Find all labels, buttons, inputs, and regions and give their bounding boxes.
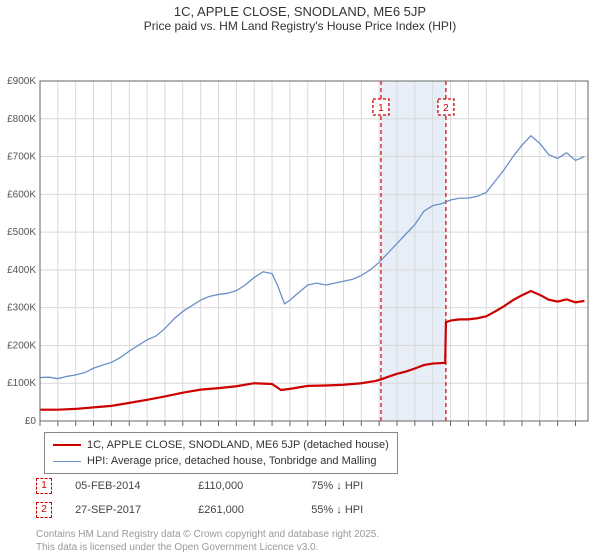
svg-text:£100K: £100K [7, 378, 36, 389]
sale-row-1: 1 05-FEB-2014 £110,000 75% ↓ HPI [36, 478, 431, 494]
sale-price-1: £110,000 [198, 480, 308, 492]
sale-price-2: £261,000 [198, 504, 308, 516]
svg-text:£300K: £300K [7, 303, 36, 314]
house-price-chart: { "title": "1C, APPLE CLOSE, SNODLAND, M… [0, 0, 600, 560]
svg-text:£600K: £600K [7, 189, 36, 200]
legend-label: 1C, APPLE CLOSE, SNODLAND, ME6 5JP (deta… [87, 439, 389, 451]
legend-label: HPI: Average price, detached house, Tonb… [87, 455, 376, 467]
chart-title: 1C, APPLE CLOSE, SNODLAND, ME6 5JP [0, 0, 600, 19]
svg-text:£800K: £800K [7, 114, 36, 125]
legend-swatch [53, 444, 81, 446]
svg-text:£200K: £200K [7, 340, 36, 351]
svg-text:£400K: £400K [7, 265, 36, 276]
sale-marker-2: 2 [36, 502, 52, 518]
svg-text:£700K: £700K [7, 152, 36, 163]
footer-line-2: This data is licensed under the Open Gov… [36, 541, 379, 554]
svg-text:£900K: £900K [7, 76, 36, 87]
legend-swatch [53, 461, 81, 462]
sale-marker-1: 1 [36, 478, 52, 494]
sale-delta-2: 55% ↓ HPI [311, 504, 431, 516]
svg-text:£500K: £500K [7, 227, 36, 238]
svg-text:2: 2 [443, 103, 449, 114]
legend: 1C, APPLE CLOSE, SNODLAND, ME6 5JP (deta… [44, 432, 398, 474]
sale-date-2: 27-SEP-2017 [75, 504, 195, 516]
plot-area: £0 £100K £200K £300K £400K £500K £600K £700K £80… [0, 37, 600, 427]
chart-subtitle: Price paid vs. HM Land Registry's House … [0, 19, 600, 37]
svg-text:£0: £0 [25, 416, 37, 427]
sale-date-1: 05-FEB-2014 [75, 480, 195, 492]
svg-text:1: 1 [378, 103, 384, 114]
footer-copyright: Contains HM Land Registry data © Crown c… [36, 528, 379, 554]
sale-delta-1: 75% ↓ HPI [311, 480, 431, 492]
footer-line-1: Contains HM Land Registry data © Crown c… [36, 528, 379, 541]
sale-row-2: 2 27-SEP-2017 £261,000 55% ↓ HPI [36, 502, 431, 518]
